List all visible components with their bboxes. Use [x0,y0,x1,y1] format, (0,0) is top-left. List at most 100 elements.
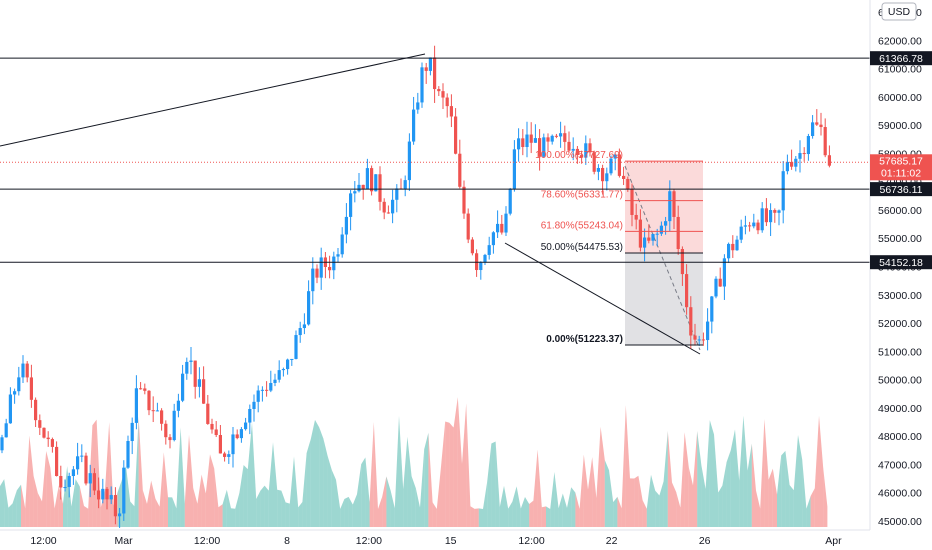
candle-body [105,488,109,500]
trend-lines[interactable] [0,53,701,355]
volume-segment [273,442,278,527]
candle-body [815,122,819,125]
candle-body [668,191,672,222]
candle-body [647,237,651,241]
volume-segment [109,422,114,527]
candle-body [126,441,130,468]
volume-segment [197,474,202,527]
volume-segment [201,474,206,527]
volume-segment [29,435,34,527]
y-tick-label: 48000.00 [878,431,922,443]
volume-segment [470,506,475,527]
candle-body [739,226,743,240]
fibonacci-labels: 100.00%(57727.69) 78.60%(56331.77) 61.80%(… [535,150,703,346]
volume-segment [352,494,357,527]
candle-body [609,158,613,174]
x-tick-label: 12:00 [356,535,382,547]
volume-segment [537,449,542,527]
volume-segment [655,490,660,527]
candle-body [370,168,374,192]
candle-body [122,467,126,514]
volume-segment [403,436,408,527]
volume-segment [340,499,345,527]
candle-body [391,199,395,214]
fib-level-label: 0.00%(51223.37) [546,334,623,345]
candle-body [424,67,428,71]
candle-body [84,455,88,484]
volume-segment [428,432,433,527]
volume-segment [96,419,101,527]
candle-body [420,67,424,103]
candle-body [735,239,739,251]
volume-segment [247,422,252,527]
candle-body [218,435,222,454]
volume-segment [520,496,525,527]
volume-segment [16,484,21,527]
candle-body [63,487,67,489]
volume-segment [126,466,131,527]
volume-segment [688,467,693,527]
candle-body [773,210,777,213]
volume-segment [54,485,59,527]
candle-body [214,429,218,436]
candle-body [634,214,638,220]
candle-body [286,359,290,370]
level-tag-bg [870,182,932,197]
candle-body [563,133,567,142]
volume-segment [680,432,685,527]
candle-body [55,446,59,477]
volume-segment [491,441,496,527]
volume-segment [533,449,538,527]
volume-segment [63,466,68,527]
x-tick-labels: 12:00 Mar 12:00 8 12:00 15 12:00 22 26 Apr [30,535,842,547]
trend-line-upper[interactable] [0,53,426,147]
y-tick-label: 53000.00 [878,290,922,302]
candle-body [97,490,101,500]
candle-body [50,439,54,447]
volume-segment [84,506,89,527]
candle-body [294,335,298,359]
volume-segment [239,464,244,527]
volume-segment [163,452,168,527]
volume-segment [697,430,702,527]
candle-body [298,328,302,336]
trend-line-lower[interactable] [504,242,701,355]
candlestick-series [0,45,831,528]
candle-body [71,469,75,477]
volume-segment [579,454,584,527]
candle-body [151,410,155,412]
candle-body [17,377,21,392]
volume-segment [357,464,362,527]
price-axis[interactable]: 45000.00 46000.00 47000.00 48000.00 49000.00… [869,0,932,530]
volume-segment [226,489,231,527]
volume-segment [747,443,752,527]
x-tick-label: 12:00 [194,535,220,547]
candle-body [0,437,4,451]
candle-body [185,361,189,374]
level-tags: 61366.78 56736.11 54152.18 [870,51,932,270]
volume-segment [436,466,441,527]
currency-badge[interactable] [881,2,917,21]
horizontal-levels[interactable] [0,57,870,263]
candle-body [529,134,533,143]
y-tick-label: 60000.00 [878,92,922,104]
candle-body [483,254,487,263]
y-tick-label: 50000.00 [878,375,922,387]
volume-segment [222,489,227,527]
candle-body [748,225,752,227]
candle-body [580,155,584,158]
candle-body [672,191,676,217]
candle-body [777,210,781,213]
candle-body [395,188,399,200]
volume-segment [277,489,282,527]
time-axis[interactable]: 12:00 Mar 12:00 8 12:00 15 12:00 22 26 Apr [0,529,932,550]
x-tick-label: 26 [699,535,711,547]
current-price-tag: 57685.17 01:11:02 [870,154,932,181]
volume-segment [705,420,710,527]
volume-segment [134,416,139,527]
candle-body [475,253,479,271]
volume-segment [462,403,467,527]
volume-segment [184,434,189,527]
volume-segment [260,485,265,527]
